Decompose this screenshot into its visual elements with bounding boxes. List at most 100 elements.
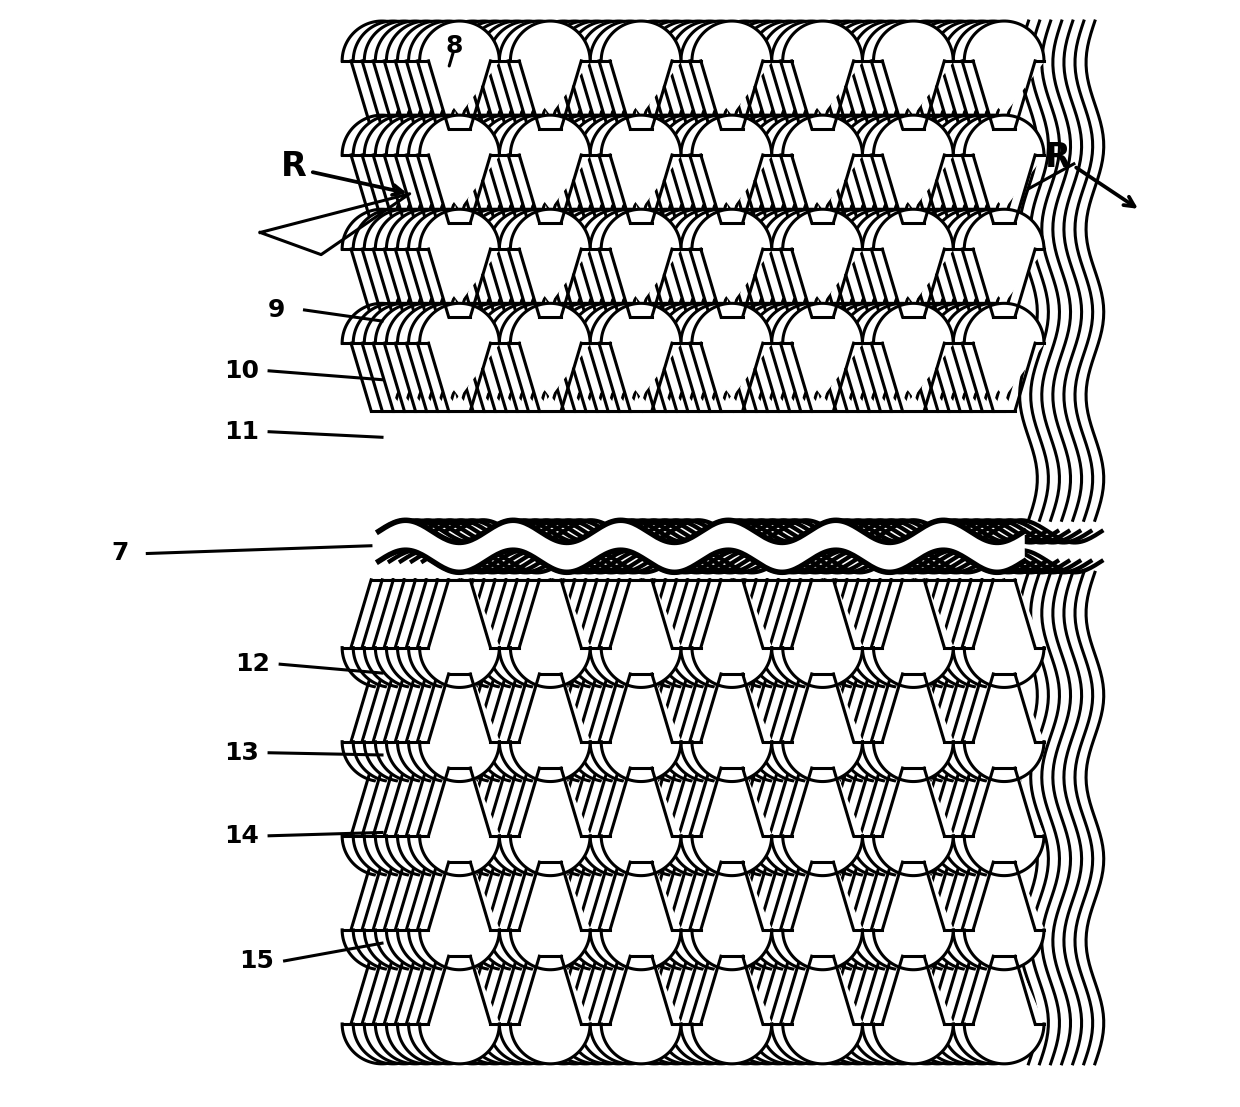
Polygon shape: [863, 115, 942, 223]
Polygon shape: [387, 768, 466, 876]
Polygon shape: [557, 303, 636, 411]
Polygon shape: [920, 580, 999, 687]
Polygon shape: [398, 580, 477, 687]
Polygon shape: [931, 862, 1011, 970]
Polygon shape: [692, 115, 771, 223]
Polygon shape: [706, 956, 785, 1064]
Polygon shape: [353, 768, 433, 876]
Polygon shape: [408, 862, 489, 970]
Polygon shape: [841, 956, 920, 1064]
Polygon shape: [579, 209, 658, 317]
Text: 9: 9: [268, 298, 285, 322]
Polygon shape: [511, 303, 590, 411]
Polygon shape: [717, 862, 796, 970]
Polygon shape: [670, 580, 749, 687]
Polygon shape: [342, 580, 422, 687]
Polygon shape: [647, 768, 728, 876]
Polygon shape: [523, 209, 604, 317]
Polygon shape: [433, 209, 512, 317]
Polygon shape: [353, 580, 433, 687]
Polygon shape: [692, 862, 771, 970]
Polygon shape: [568, 209, 647, 317]
Polygon shape: [749, 580, 830, 687]
Polygon shape: [419, 209, 500, 317]
Polygon shape: [852, 862, 931, 970]
Polygon shape: [342, 862, 422, 970]
Polygon shape: [920, 674, 999, 782]
Polygon shape: [898, 21, 977, 128]
Polygon shape: [579, 862, 658, 970]
Polygon shape: [365, 862, 444, 970]
Polygon shape: [342, 209, 422, 317]
Polygon shape: [546, 115, 625, 223]
Polygon shape: [511, 674, 590, 782]
Polygon shape: [615, 956, 694, 1064]
Polygon shape: [601, 303, 681, 411]
Polygon shape: [557, 115, 636, 223]
Polygon shape: [670, 209, 749, 317]
Polygon shape: [782, 115, 863, 223]
Polygon shape: [342, 115, 422, 223]
Polygon shape: [873, 768, 954, 876]
Polygon shape: [658, 115, 739, 223]
Polygon shape: [568, 956, 647, 1064]
Polygon shape: [873, 303, 954, 411]
Polygon shape: [841, 115, 920, 223]
Polygon shape: [546, 674, 625, 782]
Polygon shape: [376, 768, 455, 876]
Polygon shape: [830, 115, 909, 223]
Polygon shape: [408, 674, 489, 782]
Polygon shape: [568, 580, 647, 687]
Polygon shape: [455, 303, 534, 411]
Polygon shape: [557, 580, 636, 687]
Polygon shape: [489, 580, 568, 687]
Polygon shape: [433, 768, 512, 876]
Polygon shape: [863, 768, 942, 876]
Polygon shape: [873, 209, 954, 317]
Polygon shape: [771, 768, 852, 876]
Polygon shape: [579, 580, 658, 687]
Polygon shape: [807, 768, 887, 876]
Polygon shape: [739, 956, 818, 1064]
Polygon shape: [830, 956, 909, 1064]
Polygon shape: [647, 303, 728, 411]
Polygon shape: [568, 115, 647, 223]
Polygon shape: [909, 956, 988, 1064]
Polygon shape: [408, 209, 489, 317]
Polygon shape: [658, 768, 739, 876]
Polygon shape: [841, 209, 920, 317]
Polygon shape: [692, 209, 771, 317]
Polygon shape: [398, 862, 477, 970]
Polygon shape: [444, 115, 523, 223]
Polygon shape: [625, 862, 706, 970]
Polygon shape: [534, 209, 615, 317]
Polygon shape: [760, 768, 841, 876]
Polygon shape: [760, 115, 841, 223]
Polygon shape: [466, 209, 546, 317]
Polygon shape: [909, 21, 988, 128]
Polygon shape: [523, 956, 604, 1064]
Polygon shape: [717, 209, 796, 317]
Polygon shape: [706, 303, 785, 411]
Polygon shape: [557, 674, 636, 782]
Polygon shape: [739, 674, 818, 782]
Polygon shape: [692, 674, 771, 782]
Polygon shape: [863, 209, 942, 317]
Polygon shape: [455, 580, 534, 687]
Polygon shape: [942, 674, 1022, 782]
Polygon shape: [818, 674, 898, 782]
Polygon shape: [601, 580, 681, 687]
Polygon shape: [365, 956, 444, 1064]
Polygon shape: [419, 115, 500, 223]
Polygon shape: [873, 674, 954, 782]
Polygon shape: [523, 580, 604, 687]
Polygon shape: [444, 209, 523, 317]
Polygon shape: [353, 956, 433, 1064]
Polygon shape: [852, 303, 931, 411]
Text: R: R: [1044, 141, 1070, 174]
Polygon shape: [511, 580, 590, 687]
Polygon shape: [557, 956, 636, 1064]
Polygon shape: [852, 956, 931, 1064]
Polygon shape: [601, 768, 681, 876]
Polygon shape: [546, 303, 625, 411]
